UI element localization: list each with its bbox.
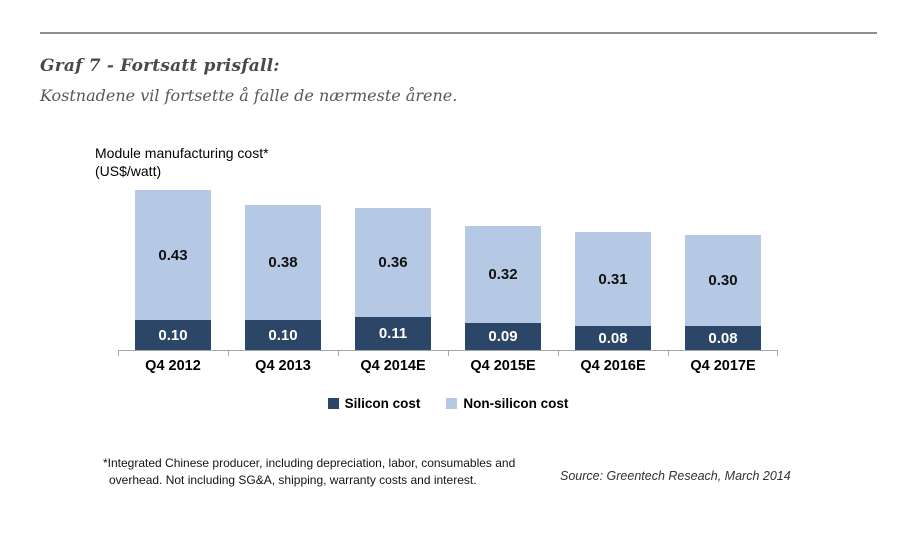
legend-item-silicon-cost: Silicon cost: [327, 396, 421, 411]
axis-tick: [668, 350, 669, 356]
x-axis-label: Q4 2017E: [690, 358, 756, 374]
value-label: 0.08: [598, 329, 628, 347]
bar-column-q4-2012: 0.43 0.10: [118, 178, 228, 350]
x-axis-label: Q4 2012: [145, 358, 201, 374]
stacked-bar: 0.43 0.10: [135, 190, 211, 350]
source-note: Source: Greentech Reseach, March 2014: [560, 469, 791, 483]
non-silicon-cost-segment: 0.32: [465, 226, 541, 323]
legend-label: Silicon cost: [344, 396, 421, 411]
axis-tick: [448, 350, 449, 356]
value-label: 0.31: [598, 270, 628, 288]
non-silicon-cost-segment: 0.38: [245, 205, 321, 320]
bar-column-q4-2013: 0.38 0.10: [228, 178, 338, 350]
bar-column-q4-2014e: 0.36 0.11: [338, 178, 448, 350]
value-label: 0.38: [268, 254, 298, 271]
value-label: 0.30: [708, 272, 738, 289]
value-label: 0.09: [488, 328, 518, 345]
axis-tick: [777, 350, 778, 356]
x-axis-label: Q4 2015E: [470, 358, 536, 374]
graf-title: Graf 7 - Fortsatt prisfall:: [40, 56, 280, 76]
top-divider: [40, 32, 877, 34]
silicon-cost-segment: 0.09: [465, 323, 541, 350]
footnote-line-2: overhead. Not including SG&A, shipping, …: [109, 473, 477, 487]
chart-units-line: (US$/watt): [95, 163, 162, 179]
non-silicon-cost-segment: 0.36: [355, 208, 431, 317]
non-silicon-cost-segment: 0.30: [685, 235, 761, 326]
silicon-cost-segment: 0.08: [575, 326, 651, 350]
bar-column-q4-2015e: 0.32 0.09: [448, 178, 558, 350]
value-label: 0.32: [488, 266, 518, 283]
non-silicon-cost-segment: 0.31: [575, 232, 651, 326]
value-label: 0.11: [378, 325, 408, 342]
stacked-bar: 0.38 0.10: [245, 205, 321, 350]
graf-subtitle: Kostnadene vil fortsette å falle de nærm…: [40, 86, 458, 105]
value-label: 0.10: [268, 326, 298, 344]
plot-area: 0.43 0.10 0.38 0.10 0.36 0.11 0.32 0.09 0.31 0.08…: [118, 178, 778, 356]
value-label: 0.10: [158, 326, 188, 344]
axis-tick: [228, 350, 229, 356]
axis-tick: [558, 350, 559, 356]
value-label: 0.36: [378, 254, 408, 271]
non-silicon-cost-segment: 0.43: [135, 190, 211, 320]
footnote: *Integrated Chinese producer, including …: [103, 455, 515, 489]
x-axis-label: Q4 2014E: [360, 358, 426, 374]
non-silicon-cost-swatch: [446, 398, 458, 409]
chart-title: Module manufacturing cost* (US$/watt): [95, 144, 269, 180]
x-axis-label: Q4 2013: [255, 358, 311, 374]
legend-item-non-silicon-cost: Non-silicon cost: [446, 396, 568, 411]
legend: Silicon cost Non-silicon cost: [118, 396, 778, 411]
bar-column-q4-2016e: 0.31 0.08: [558, 178, 668, 350]
legend-label: Non-silicon cost: [463, 396, 569, 411]
silicon-cost-segment: 0.10: [135, 320, 211, 350]
value-label: 0.43: [158, 246, 188, 264]
axis-tick: [338, 350, 339, 356]
stacked-bar: 0.31 0.08: [575, 232, 651, 350]
chart-title-line: Module manufacturing cost*: [95, 145, 269, 161]
x-axis-labels: Q4 2012 Q4 2013 Q4 2014E Q4 2015E Q4 2016E Q4…: [118, 358, 778, 374]
silicon-cost-segment: 0.08: [685, 326, 761, 350]
axis-tick: [118, 350, 119, 356]
value-label: 0.08: [708, 329, 738, 347]
silicon-cost-segment: 0.11: [355, 317, 431, 350]
stacked-bar: 0.32 0.09: [465, 226, 541, 350]
x-axis-label: Q4 2016E: [580, 358, 646, 374]
footnote-line-1: *Integrated Chinese producer, including …: [103, 456, 516, 470]
stacked-bar: 0.30 0.08: [685, 235, 761, 350]
silicon-cost-segment: 0.10: [245, 320, 321, 350]
silicon-cost-swatch: [327, 398, 339, 409]
bar-column-q4-2017e: 0.30 0.08: [668, 178, 778, 350]
stacked-bar: 0.36 0.11: [355, 208, 431, 350]
